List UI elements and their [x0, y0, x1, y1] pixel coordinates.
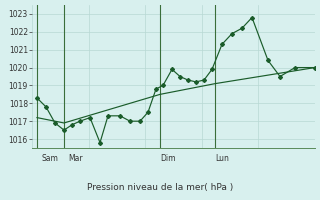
Text: Lun: Lun — [215, 154, 229, 163]
Text: Sam: Sam — [42, 154, 59, 163]
Text: Mar: Mar — [68, 154, 83, 163]
Text: Dim: Dim — [160, 154, 175, 163]
Text: Pression niveau de la mer( hPa ): Pression niveau de la mer( hPa ) — [87, 183, 233, 192]
